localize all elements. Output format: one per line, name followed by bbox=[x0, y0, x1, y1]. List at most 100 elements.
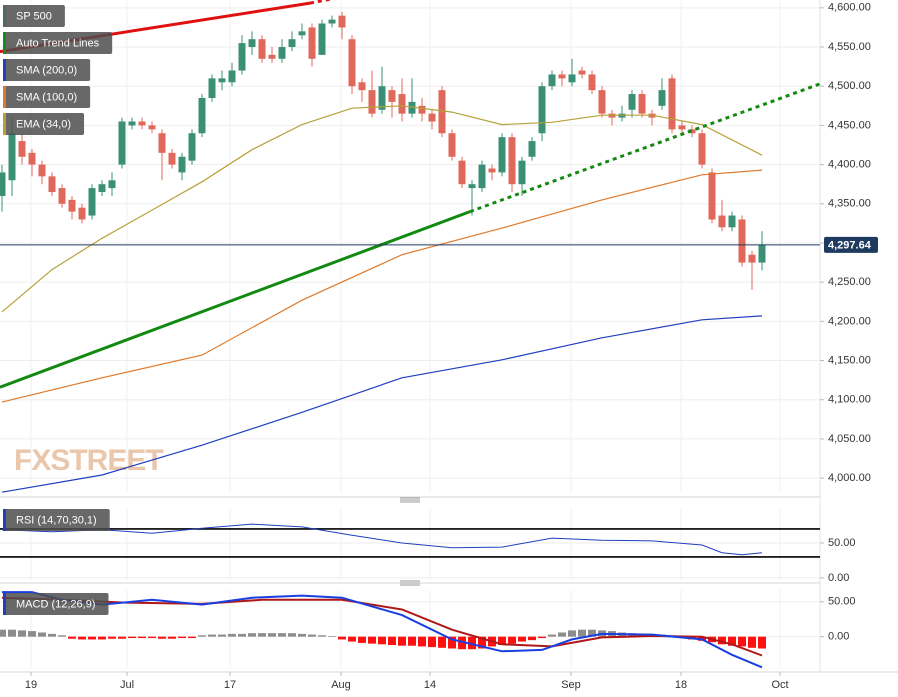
legend-box bbox=[3, 593, 109, 615]
y-tick-label: 0.00 bbox=[828, 631, 849, 643]
candle-body bbox=[538, 86, 546, 134]
histogram-bar bbox=[28, 631, 36, 637]
candle-body bbox=[178, 156, 186, 173]
candle-body bbox=[708, 172, 716, 220]
candle-body bbox=[428, 113, 436, 122]
plot bbox=[0, 523, 820, 558]
histogram-bar bbox=[218, 634, 226, 637]
histogram-bar bbox=[158, 636, 166, 639]
candle-body bbox=[338, 15, 346, 28]
histogram-bar bbox=[298, 633, 306, 637]
x-tick-label: Aug bbox=[331, 679, 351, 691]
candle-body bbox=[508, 137, 516, 185]
legend-swatch bbox=[3, 32, 6, 54]
legend-label: RSI (14,70,30,1) bbox=[16, 514, 97, 526]
signal-line bbox=[1, 596, 763, 657]
histogram-bar bbox=[368, 636, 376, 644]
y-tick-label: 4,150.00 bbox=[828, 354, 871, 366]
histogram-bar bbox=[308, 634, 316, 637]
x-tick-label: 19 bbox=[25, 679, 37, 691]
x-tick-label: 17 bbox=[224, 679, 236, 691]
histogram-bar bbox=[448, 636, 456, 649]
legend-box bbox=[3, 5, 65, 27]
legend-box bbox=[3, 509, 110, 531]
candle-body bbox=[638, 94, 646, 114]
legend-box bbox=[3, 113, 85, 135]
candle-body bbox=[558, 74, 566, 79]
histogram-bar bbox=[588, 629, 596, 637]
moving-average bbox=[1, 169, 763, 403]
candle-body bbox=[108, 180, 116, 189]
histogram-bar bbox=[348, 636, 356, 642]
plot bbox=[0, 0, 820, 493]
candle-body bbox=[188, 133, 196, 161]
y-tick-label: 4,400.00 bbox=[828, 159, 871, 171]
trend-line bbox=[469, 82, 820, 214]
candle-body bbox=[728, 215, 736, 228]
histogram-bar bbox=[508, 636, 516, 644]
moving-average bbox=[1, 105, 763, 313]
histogram-bar bbox=[468, 636, 476, 650]
x-tick-label: 18 bbox=[675, 679, 687, 691]
legend-box bbox=[3, 32, 113, 54]
last-price-label: 4,297.64 bbox=[828, 240, 872, 252]
candle-body bbox=[378, 86, 386, 110]
rsi-line bbox=[1, 523, 763, 556]
histogram-bar bbox=[58, 635, 66, 637]
y-tick-label: 4,050.00 bbox=[828, 433, 871, 445]
candle-body bbox=[388, 90, 396, 102]
histogram-bar bbox=[498, 636, 506, 646]
histogram-bar bbox=[548, 634, 556, 637]
y-tick-label: 4,500.00 bbox=[828, 80, 871, 92]
candle-body bbox=[498, 137, 506, 173]
histogram-bar bbox=[408, 636, 416, 646]
candle-body bbox=[88, 188, 96, 216]
candle-body bbox=[718, 215, 726, 228]
candle-body bbox=[208, 78, 216, 98]
candle-body bbox=[578, 70, 586, 75]
candle-body bbox=[758, 244, 766, 263]
y-tick-label: 4,350.00 bbox=[828, 198, 871, 210]
y-tick-label: 4,250.00 bbox=[828, 276, 871, 288]
histogram-bar bbox=[228, 633, 236, 637]
candle-body bbox=[478, 164, 486, 189]
candle-body bbox=[488, 168, 496, 173]
histogram-bar bbox=[458, 636, 466, 650]
histogram-bar bbox=[68, 636, 76, 639]
histogram-bar bbox=[738, 636, 746, 647]
candle-body bbox=[98, 184, 106, 193]
histogram-bar bbox=[138, 636, 146, 639]
legend-box bbox=[3, 59, 91, 81]
candle-body bbox=[218, 78, 226, 83]
histogram-bar bbox=[538, 636, 546, 639]
legend-swatch bbox=[3, 593, 6, 615]
histogram-bar bbox=[148, 636, 156, 639]
panel-grip[interactable] bbox=[400, 580, 420, 586]
candle-body bbox=[328, 19, 336, 24]
candle-body bbox=[318, 23, 326, 55]
candle-body bbox=[678, 125, 686, 130]
candle-body bbox=[128, 121, 136, 126]
candle-body bbox=[168, 152, 176, 165]
candle-body bbox=[628, 94, 636, 110]
panel-grip[interactable] bbox=[400, 497, 420, 503]
y-tick-label: 50.00 bbox=[828, 537, 856, 549]
candle-body bbox=[398, 94, 406, 114]
histogram-bar bbox=[188, 636, 196, 639]
candle-body bbox=[688, 129, 696, 134]
y-tick-label: 4,600.00 bbox=[828, 2, 871, 14]
candle-body bbox=[68, 199, 76, 212]
candle-body bbox=[568, 74, 576, 83]
legend-label: SMA (200,0) bbox=[16, 64, 77, 76]
candle-body bbox=[18, 141, 26, 157]
histogram-bar bbox=[178, 636, 186, 639]
candle-body bbox=[748, 254, 756, 263]
trend-line bbox=[0, 210, 471, 389]
candle-body bbox=[258, 39, 266, 59]
candle-body bbox=[528, 141, 536, 157]
histogram-bar bbox=[418, 636, 426, 647]
x-tick-label: 14 bbox=[424, 679, 436, 691]
legend-swatch bbox=[3, 509, 6, 531]
histogram-bar bbox=[398, 636, 406, 646]
